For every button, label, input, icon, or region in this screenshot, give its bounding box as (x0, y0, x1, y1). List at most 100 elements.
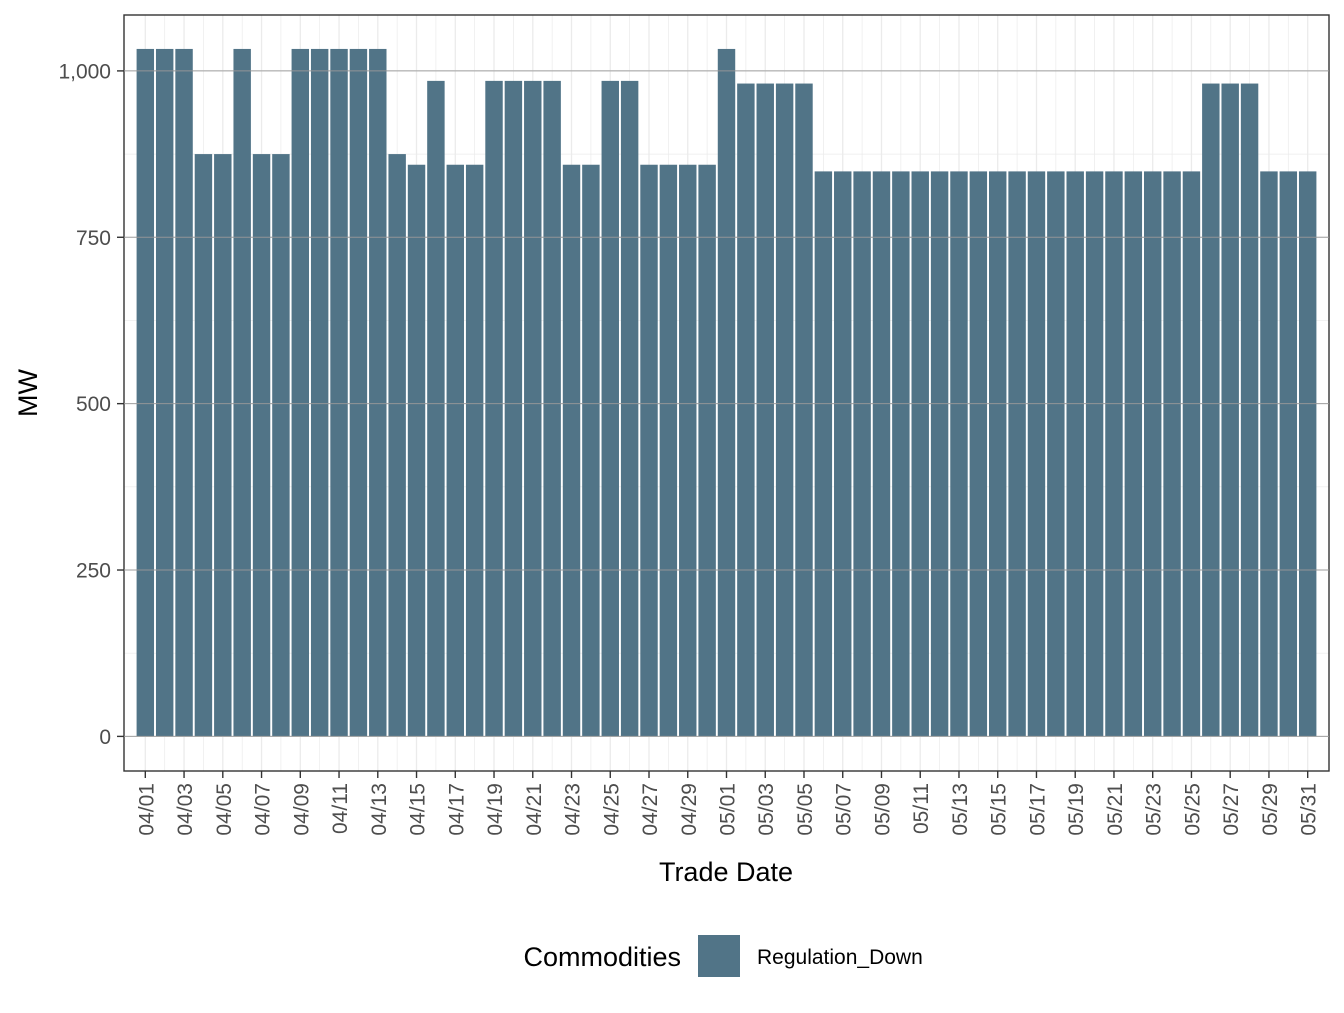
x-tick-label: 04/27 (639, 783, 662, 836)
bar-04-08 (272, 154, 290, 737)
x-tick-label: 05/21 (1104, 783, 1127, 836)
bar-05-06 (814, 171, 833, 737)
x-axis: 04/01 04/03 04/05 04/07 04/09 04/11 04/13 04/15… (135, 771, 1321, 836)
legend: Commodities Regulation_Down (523, 935, 923, 977)
x-tick-label: 05/29 (1259, 783, 1282, 836)
bar-05-17 (1027, 171, 1046, 737)
x-tick-label: 04/05 (213, 783, 236, 836)
x-tick-label: 05/23 (1143, 783, 1166, 836)
x-tick-label: 05/31 (1298, 783, 1321, 836)
x-tick-label: 04/25 (600, 783, 623, 836)
x-tick-label: 05/07 (833, 783, 856, 836)
x-tick-label: 05/19 (1065, 783, 1088, 836)
x-tick-label: 05/05 (794, 783, 817, 836)
bar-04-09 (291, 48, 310, 737)
bar-04-11 (330, 48, 348, 737)
bar-04-16 (427, 80, 445, 737)
bar-04-18 (465, 164, 484, 737)
bar-05-02 (737, 83, 755, 737)
bar-04-12 (349, 48, 368, 737)
x-tick-label: 05/15 (988, 783, 1011, 836)
bar-05-10 (892, 171, 910, 737)
bar-04-23 (562, 164, 581, 737)
x-tick-label: 04/07 (252, 783, 275, 836)
bar-04-07 (252, 154, 271, 737)
bar-04-21 (524, 80, 542, 737)
bar-04-04 (194, 154, 213, 737)
bar-04-10 (310, 48, 329, 737)
bar-05-13 (950, 171, 968, 737)
bar-04-14 (388, 154, 406, 737)
bar-05-27 (1221, 83, 1239, 737)
bar-05-05 (795, 83, 813, 737)
legend-label: Regulation_Down (757, 946, 923, 969)
bar-05-21 (1105, 171, 1123, 737)
bar-05-01 (717, 48, 736, 737)
x-tick-label: 04/21 (523, 783, 546, 836)
y-axis: 0 250 500 750 1,000 (58, 60, 1329, 749)
bar-04-28 (659, 164, 678, 737)
bar-05-30 (1279, 171, 1298, 737)
bar-04-19 (485, 80, 503, 737)
x-tick-label: 04/13 (368, 783, 391, 836)
bar-05-31 (1298, 171, 1317, 737)
bar-05-23 (1143, 171, 1162, 737)
x-axis-title: Trade Date (659, 857, 793, 887)
x-tick-label: 05/27 (1220, 783, 1243, 836)
y-axis-title: MW (13, 369, 43, 417)
x-tick-label: 05/09 (871, 783, 894, 836)
bar-05-14 (969, 171, 988, 737)
x-tick-label: 05/13 (949, 783, 972, 836)
bar-05-09 (872, 171, 891, 737)
bar-04-30 (698, 164, 716, 737)
x-tick-label: 04/09 (290, 783, 313, 836)
bar-05-04 (775, 83, 794, 737)
x-tick-label: 05/03 (755, 783, 778, 836)
bar-04-01 (136, 48, 155, 737)
bar-04-26 (620, 80, 639, 737)
bar-05-20 (1085, 171, 1104, 737)
bar-04-25 (601, 80, 619, 737)
bar-04-13 (369, 48, 387, 737)
bar-05-19 (1066, 171, 1084, 737)
x-tick-label: 04/23 (562, 783, 585, 836)
bar-04-29 (679, 164, 697, 737)
x-tick-label: 05/01 (717, 783, 740, 836)
bar-05-26 (1202, 83, 1220, 737)
y-tick-label: 250 (76, 560, 111, 583)
legend-title: Commodities (523, 942, 681, 972)
y-tick-label: 750 (76, 227, 111, 250)
bar-05-08 (853, 171, 871, 737)
bar-05-11 (911, 171, 929, 737)
x-tick-label: 05/11 (910, 783, 933, 834)
bar-05-25 (1182, 171, 1201, 737)
x-tick-label: 04/19 (484, 783, 507, 836)
bar-04-24 (582, 164, 600, 737)
bar-04-20 (504, 80, 523, 737)
bar-05-24 (1163, 171, 1181, 737)
bar-05-28 (1240, 83, 1259, 737)
x-tick-label: 05/17 (1026, 783, 1049, 836)
x-tick-label: 05/25 (1181, 783, 1204, 836)
bar-04-02 (155, 48, 174, 737)
x-tick-label: 04/15 (407, 783, 430, 836)
x-tick-label: 04/17 (445, 783, 468, 836)
bars (136, 48, 1317, 737)
bar-05-12 (930, 171, 949, 737)
x-tick-label: 04/29 (678, 783, 701, 836)
bar-05-15 (989, 171, 1007, 737)
bar-04-06 (233, 48, 251, 737)
bar-04-27 (640, 164, 658, 737)
bar-04-05 (214, 154, 232, 737)
bar-04-17 (446, 164, 464, 737)
x-tick-label: 04/11 (329, 783, 352, 834)
bar-05-29 (1260, 171, 1278, 737)
bar-05-16 (1008, 171, 1026, 737)
bar-04-03 (175, 48, 193, 737)
bar-05-18 (1047, 171, 1065, 737)
bar-04-22 (543, 80, 561, 737)
bar-05-07 (834, 171, 852, 737)
legend-swatch (698, 935, 740, 977)
